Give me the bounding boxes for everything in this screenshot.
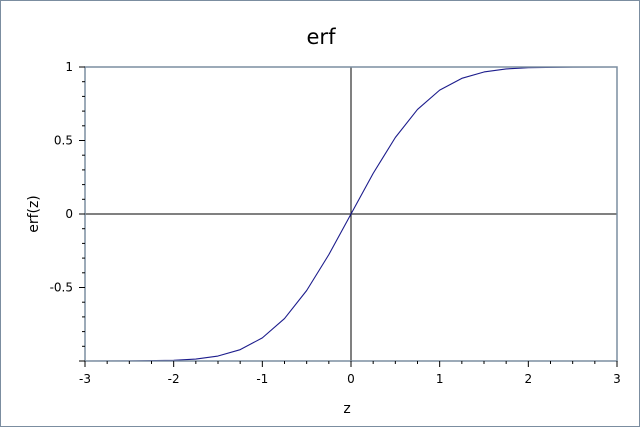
y-tick-label: 0.5	[54, 134, 73, 148]
y-tick-label: 0	[65, 207, 73, 221]
x-tick-label: -3	[79, 372, 91, 386]
x-tick-label: -1	[256, 372, 268, 386]
y-axis-label: erf(z)	[26, 195, 42, 233]
chart-title: erf	[307, 25, 337, 49]
x-axis-label: z	[343, 401, 350, 417]
erf-curve	[84, 66, 618, 362]
x-tick-label: 3	[613, 372, 621, 386]
x-tick-label: 0	[347, 372, 355, 386]
x-tick-label: 2	[525, 372, 533, 386]
y-tick-label: 1	[65, 60, 73, 74]
x-tick-label: -2	[168, 372, 180, 386]
x-tick-label: 1	[436, 372, 444, 386]
y-tick-label: -0.5	[50, 281, 73, 295]
